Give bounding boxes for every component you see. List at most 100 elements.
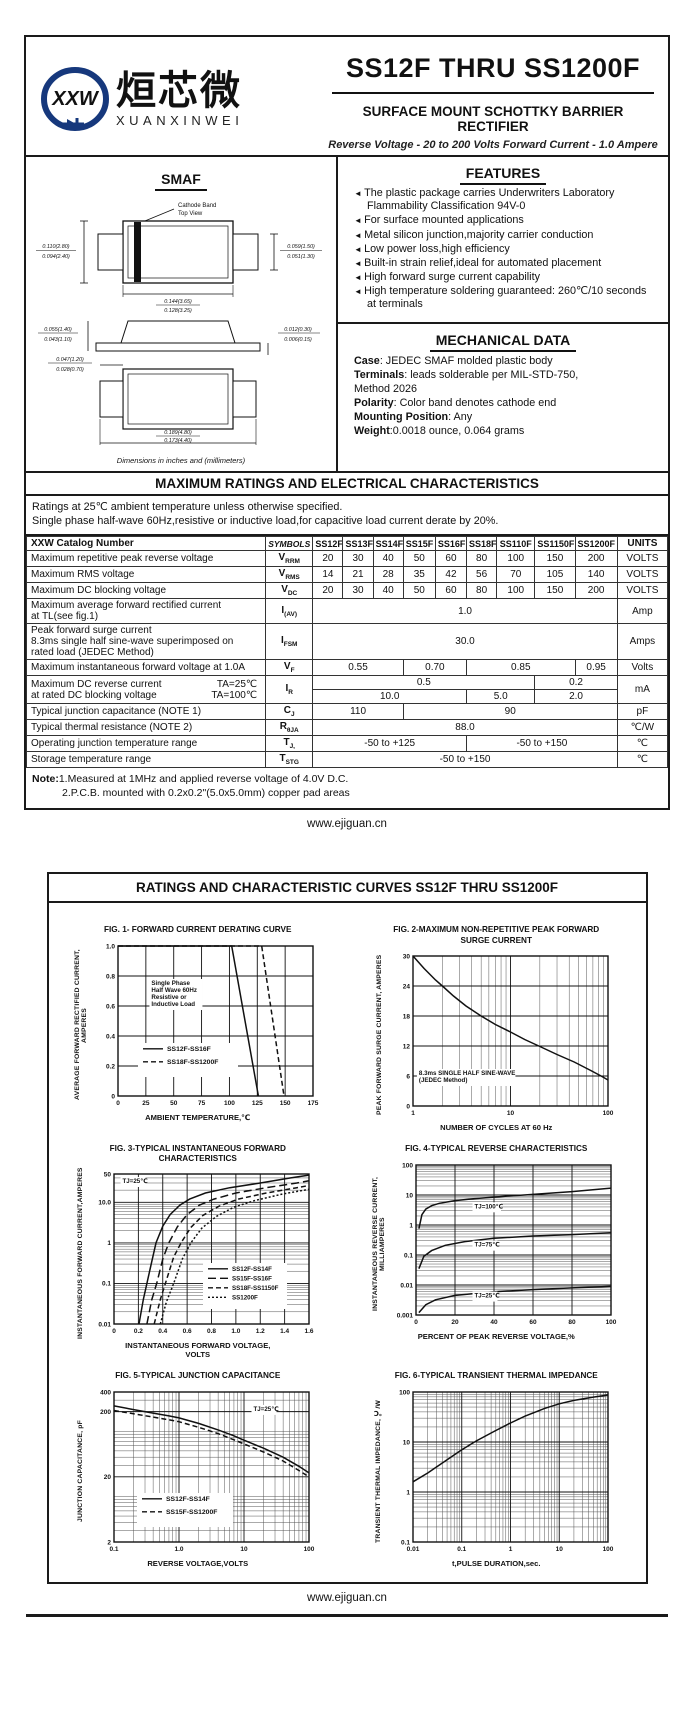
svg-text:8.3ms SINGLE HALF SINE-WAVE: 8.3ms SINGLE HALF SINE-WAVE <box>419 1070 516 1077</box>
figure-5: FIG. 5-TYPICAL JUNCTION CAPACITANCE JUNC… <box>54 1371 342 1568</box>
device-type-subtitle: SURFACE MOUNT SCHOTTKY BARRIER RECTIFIER <box>362 104 624 134</box>
symbol-cell: CJ <box>265 703 314 721</box>
svg-text:SS12F-SS14F: SS12F-SS14F <box>232 1266 272 1273</box>
svg-text:0: 0 <box>111 1094 115 1101</box>
svg-text:12: 12 <box>403 1043 411 1050</box>
value-cell: 60 <box>434 550 468 568</box>
param-cell: Maximum DC blocking voltage <box>25 582 267 600</box>
dim-height-in: 0.055(1.40) <box>44 327 72 333</box>
svg-text:6: 6 <box>406 1073 410 1080</box>
header: XXW 烜芯微 XUANXINWEI SS12F THRU SS1200F SU… <box>26 37 668 155</box>
param-cell: Maximum instantaneous forward voltage at… <box>25 659 267 677</box>
svg-text:20: 20 <box>452 1319 460 1326</box>
col-header-units: UNITS <box>616 536 669 552</box>
table-row-tj: Operating junction temperature range TJ,… <box>25 735 669 753</box>
svg-text:Resistive or: Resistive or <box>151 994 187 1001</box>
footer-link[interactable]: www.ejiguan.cn <box>307 1592 387 1605</box>
ratings-table: XXW Catalog Number SYMBOLS SS12F SS13F S… <box>25 536 669 769</box>
param-cell: Maximum average forward rectified curren… <box>25 598 267 625</box>
fig1-x-axis-label: AMBIENT TEMPERATURE,℃ <box>145 1113 251 1123</box>
footer-link[interactable]: www.ejiguan.cn <box>307 818 387 831</box>
svg-text:2: 2 <box>108 1540 112 1547</box>
table-row-vdc: Maximum DC blocking voltage VDC 20 30 40… <box>25 582 669 600</box>
feature-item: Built-in strain relief,ideal for automat… <box>354 257 658 270</box>
fig1-title: FIG. 1- FORWARD CURRENT DERATING CURVE <box>104 925 292 935</box>
svg-text:TJ=75℃: TJ=75℃ <box>475 1242 501 1249</box>
svg-text:75: 75 <box>198 1100 206 1107</box>
svg-text:0.1: 0.1 <box>404 1252 413 1259</box>
svg-text:SS18F-SS1200F: SS18F-SS1200F <box>167 1059 218 1066</box>
dim-height-mm: 0.043(1.10) <box>44 337 72 343</box>
table-notes: Note:1.Measured at 1MHz and applied reve… <box>32 773 350 800</box>
symbol-cell: I(AV) <box>265 598 314 625</box>
footer-url-1: www.ejiguan.cn <box>0 818 694 830</box>
svg-text:10: 10 <box>507 1110 515 1117</box>
svg-text:0.2: 0.2 <box>106 1064 115 1071</box>
svg-text:0.8: 0.8 <box>106 974 115 981</box>
symbol-cell: VRMS <box>265 566 314 584</box>
svg-text:24: 24 <box>403 983 411 990</box>
datasheet-page-1: XXW 烜芯微 XUANXINWEI SS12F THRU SS1200F SU… <box>24 35 670 811</box>
figure-1: FIG. 1- FORWARD CURRENT DERATING CURVE A… <box>54 925 342 1132</box>
datasheet-page-2: RATINGS AND CHARACTERISTIC CURVES SS12F … <box>46 872 648 1585</box>
value-cell: 50 <box>402 550 436 568</box>
fig3-y-axis-label: INSTANTANEOUS FORWARD CURRENT,AMPERES <box>77 1167 85 1340</box>
dimensions-caption: Dimensions in inches and (millimeters) <box>116 456 246 465</box>
param-cell: Typical thermal resistance (NOTE 2) <box>25 719 267 737</box>
feature-item: For surface mounted applications <box>354 214 658 227</box>
fig4-y-axis-label: INSTANTANEOUS REVERSE CURRENT, MILLIAMPE… <box>372 1176 387 1311</box>
svg-text:100: 100 <box>304 1546 315 1553</box>
col-header-model: SS18F <box>466 536 498 552</box>
symbol-cell: VRRM <box>265 550 314 568</box>
svg-text:SS18F-SS1150F: SS18F-SS1150F <box>232 1285 279 1292</box>
param-cell: Maximum RMS voltage <box>25 566 267 584</box>
svg-text:0.1: 0.1 <box>102 1281 111 1288</box>
fig6-y-axis-label: TRANSIENT THERMAL IMPEDANCE, ℃/W <box>375 1399 383 1543</box>
svg-text:1.4: 1.4 <box>280 1328 289 1335</box>
figure-4: FIG. 4-TYPICAL REVERSE CHARACTERISTICS I… <box>352 1144 640 1360</box>
col-header-symbols: SYMBOLS <box>265 536 314 552</box>
col-header-model: SS16F <box>434 536 468 552</box>
svg-text:1: 1 <box>509 1546 513 1553</box>
mech-weight: Weight:0.0018 ounce, 0.064 grams <box>354 424 525 437</box>
figure-3: FIG. 3-TYPICAL INSTANTANEOUS FORWARD CHA… <box>54 1144 342 1360</box>
svg-text:175: 175 <box>307 1100 318 1107</box>
svg-text:TJ=25℃: TJ=25℃ <box>123 1178 149 1185</box>
value-cell: 40 <box>372 550 404 568</box>
value-cell: 80 <box>466 550 498 568</box>
mech-terminals: Terminals: leads solderable per MIL-STD-… <box>354 368 579 381</box>
svg-text:0: 0 <box>414 1319 418 1326</box>
param-cell: Storage temperature range <box>25 751 267 769</box>
svg-text:SS12F-SS16F: SS12F-SS16F <box>167 1046 211 1053</box>
feature-item: The plastic package carries Underwriters… <box>354 187 658 213</box>
param-cell: Typical junction capacitance (NOTE 1) <box>25 703 267 721</box>
col-header-model: SS1200F <box>574 536 618 552</box>
svg-text:1.2: 1.2 <box>256 1328 265 1335</box>
mech-case: Case: JEDEC SMAF molded plastic body <box>354 354 553 367</box>
svg-text:0: 0 <box>406 1103 410 1110</box>
svg-text:1: 1 <box>407 1490 411 1497</box>
fig6-title: FIG. 6-TYPICAL TRANSIENT THERMAL IMPEDAN… <box>394 1371 598 1381</box>
part-number-title: SS12F THRU SS1200F <box>332 53 654 94</box>
dim-body-length-mm: 0.128(3.25) <box>164 308 192 314</box>
table-row-tstg: Storage temperature range TSTG -50 to +1… <box>25 751 669 769</box>
svg-text:1: 1 <box>410 1222 414 1229</box>
dim-lead-width-mm: 0.051(1.30) <box>287 254 315 260</box>
figure-6: FIG. 6-TYPICAL TRANSIENT THERMAL IMPEDAN… <box>352 1371 640 1568</box>
param-cell: Maximum DC reverse current TA=25℃ at rate… <box>25 675 267 705</box>
feature-item: Metal silicon junction,majority carrier … <box>354 229 658 242</box>
svg-text:20: 20 <box>104 1475 112 1482</box>
svg-text:80: 80 <box>569 1319 577 1326</box>
table-row-iav: Maximum average forward rectified curren… <box>25 598 669 625</box>
svg-text:100: 100 <box>402 1162 413 1169</box>
svg-text:1: 1 <box>108 1241 112 1248</box>
param-cell: Maximum repetitive peak reverse voltage <box>25 550 267 568</box>
fig6-x-axis-label: t,PULSE DURATION,sec. <box>452 1559 541 1569</box>
svg-text:TJ=25℃: TJ=25℃ <box>475 1293 501 1300</box>
svg-text:0.8: 0.8 <box>207 1328 216 1335</box>
svg-text:0.01: 0.01 <box>401 1282 414 1289</box>
fig5-y-axis-label: JUNCTION CAPACITANCE, pF <box>77 1420 85 1523</box>
fig2-plot: 1 10 100 0 6 12 18 24 30 8.3ms SINGLE HALF SINE-W… <box>383 949 617 1121</box>
svg-text:10: 10 <box>241 1546 249 1553</box>
dim-body-width-mm: 0.094(2.40) <box>42 254 70 260</box>
